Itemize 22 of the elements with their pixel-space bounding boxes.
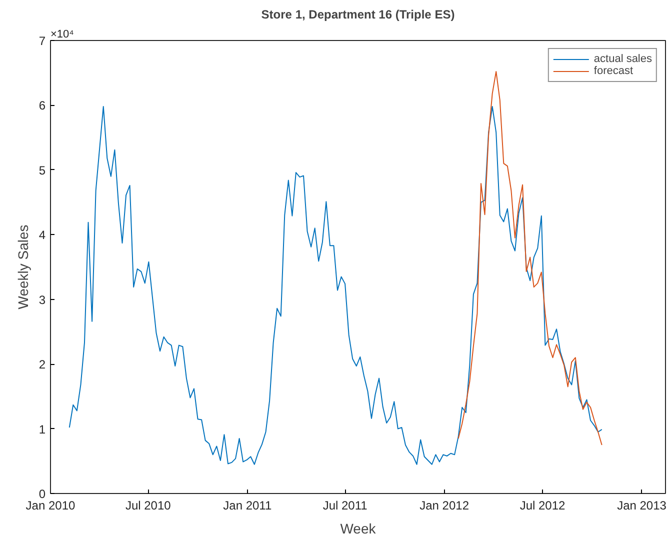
line-series	[68, 106, 602, 465]
x-tick-label: Jan 2011	[223, 498, 272, 512]
x-tick-label: Jul 2011	[322, 498, 368, 512]
x-axis-title: Week	[340, 520, 377, 536]
y-tick-label: 1	[38, 422, 46, 436]
x-tick-label: Jan 2013	[617, 498, 667, 512]
y-tick-label: 5	[38, 163, 46, 178]
x-tick-label: Jul 2010	[125, 498, 172, 512]
chart-title: Store 1, Department 16 (Triple ES)	[261, 8, 455, 22]
text: ×10⁴	[50, 28, 74, 40]
y-tick-label: 6	[38, 98, 46, 113]
y-tick-label: 7	[38, 34, 46, 48]
y-axis-title: Weekly Sales	[14, 224, 31, 310]
x-tick-label: Jul 2012	[520, 498, 566, 512]
y-tick-label: 4	[38, 228, 46, 242]
legend-label: actual sales	[594, 53, 652, 65]
legend-label: forecast	[594, 65, 634, 77]
y-tick-label: 0	[38, 487, 46, 501]
y-tick-label: 3	[38, 292, 46, 307]
y-tick-label: 2	[38, 358, 46, 372]
x-tick-label: Jan 2012	[420, 498, 470, 512]
x-tick-label: Jan 2010	[26, 498, 76, 512]
